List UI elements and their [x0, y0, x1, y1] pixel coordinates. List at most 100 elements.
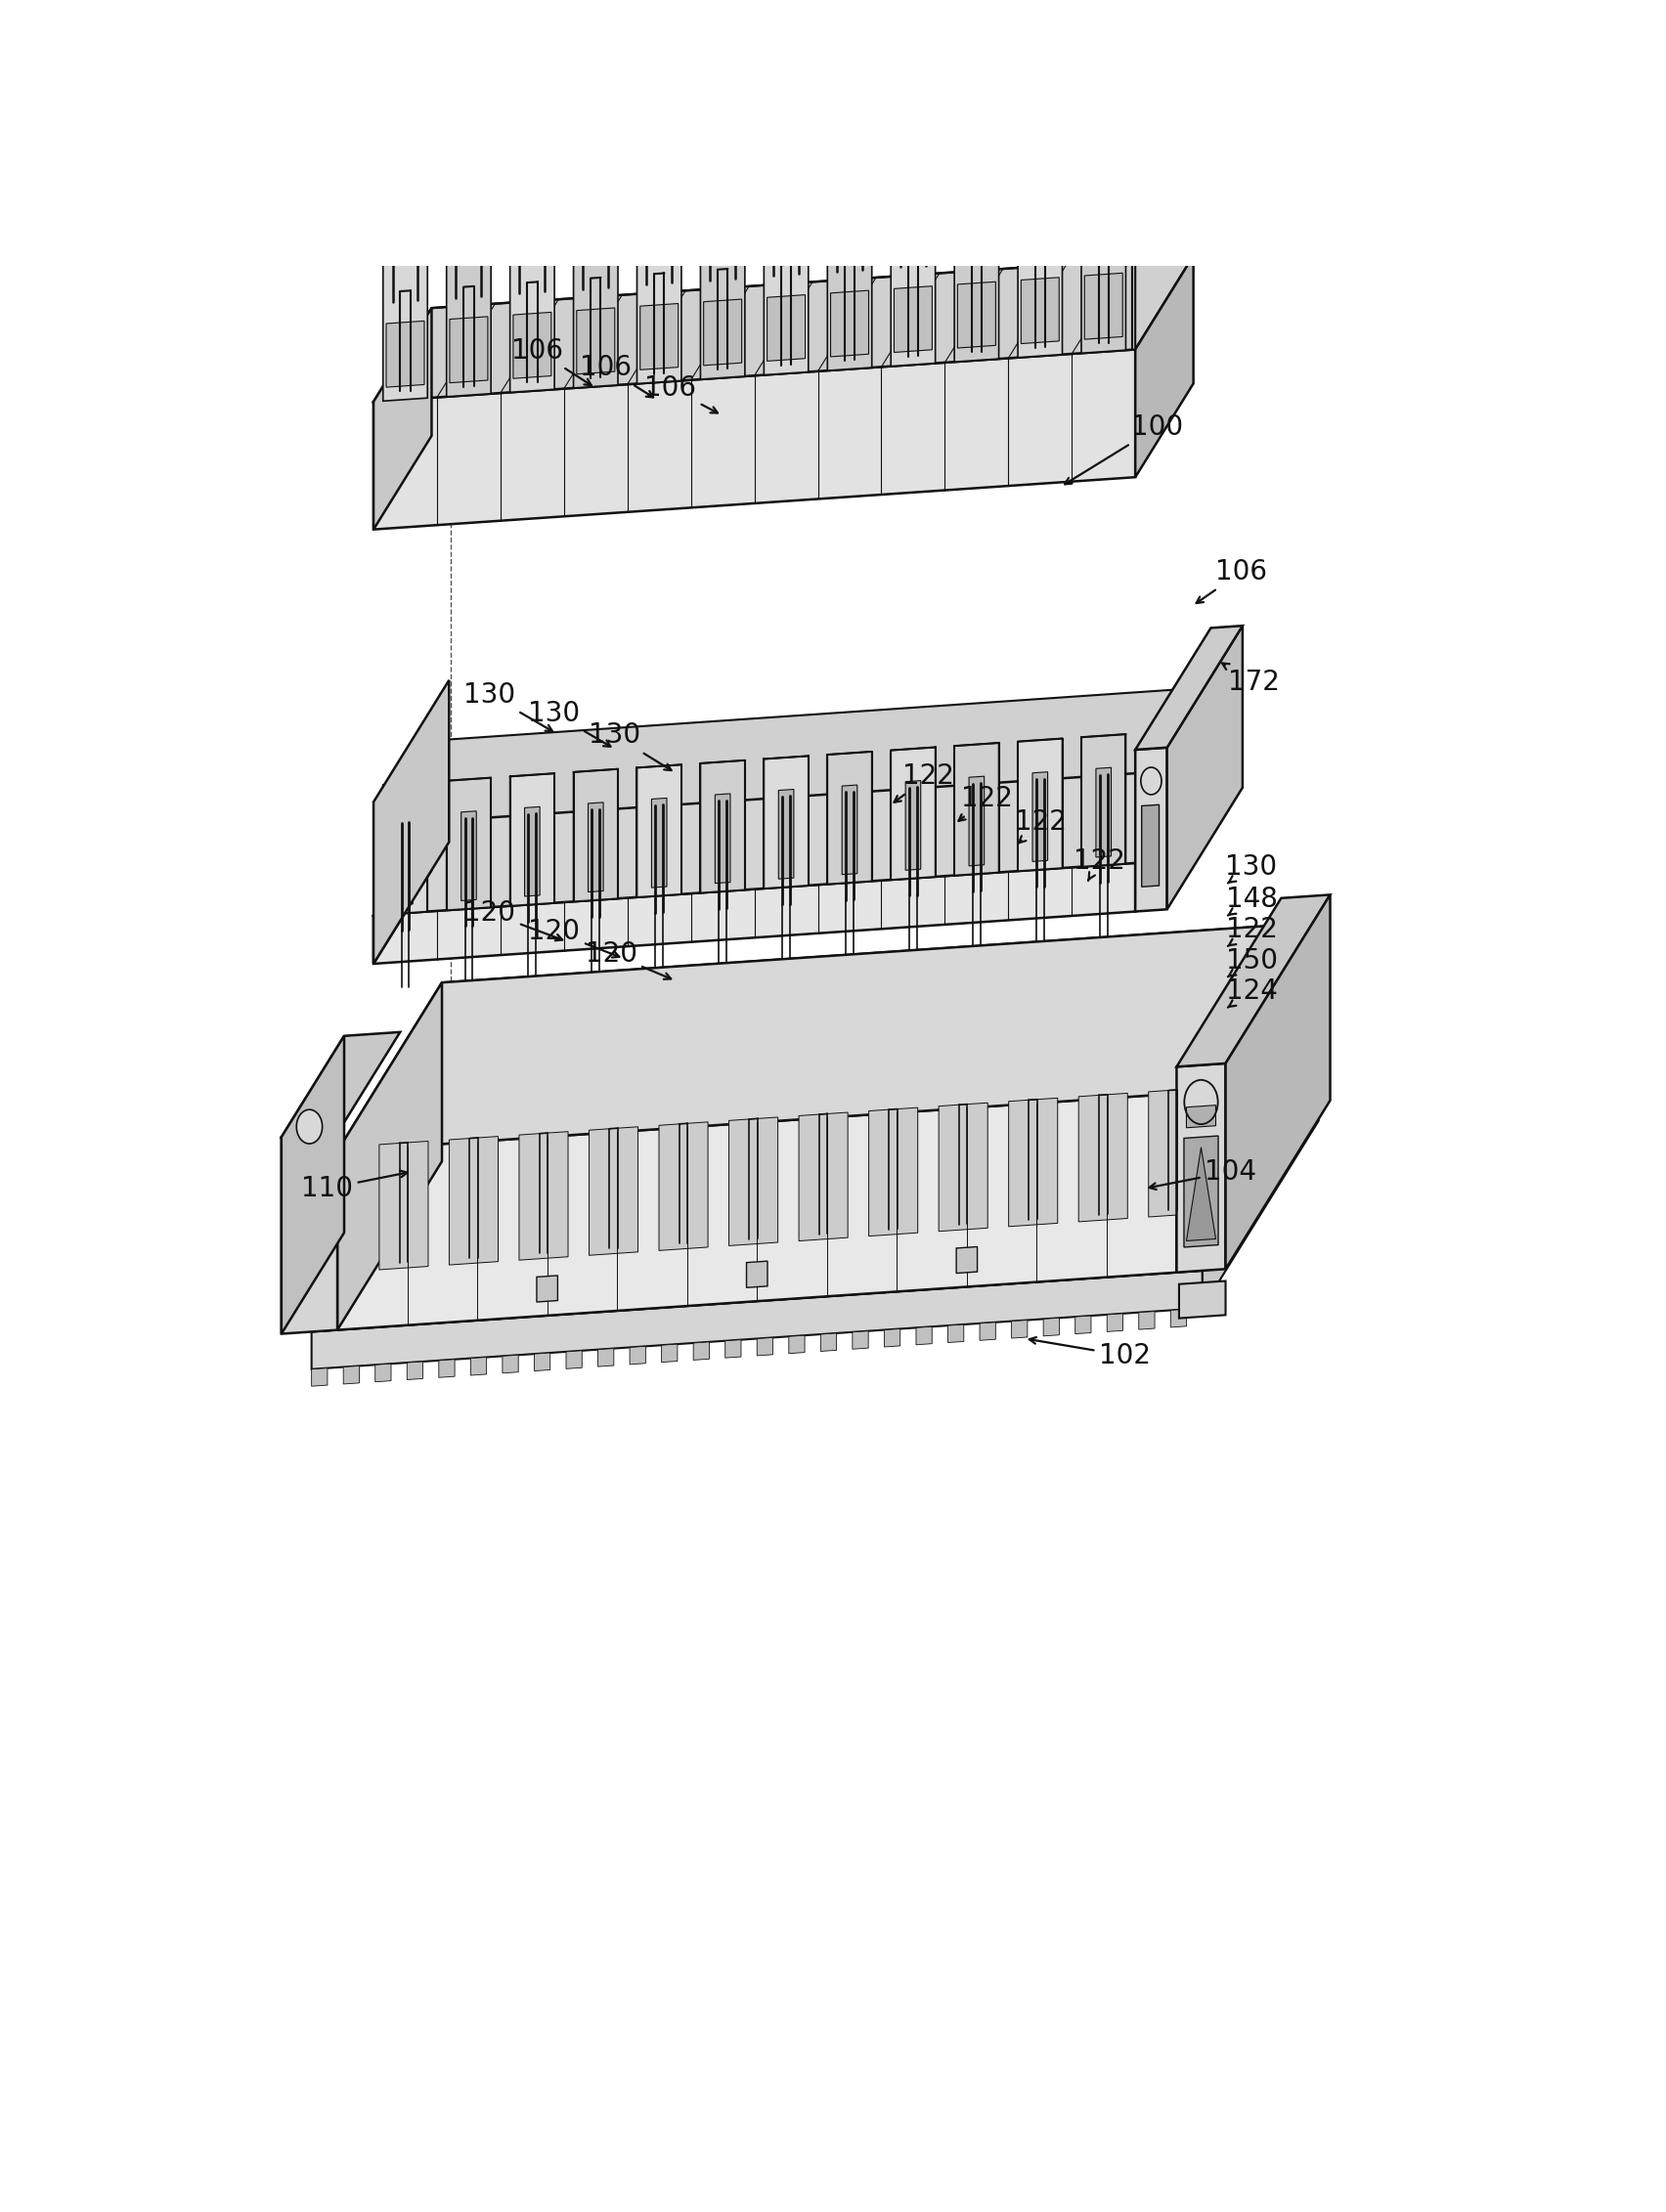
Polygon shape: [715, 794, 730, 883]
Polygon shape: [590, 1126, 638, 1256]
Polygon shape: [525, 807, 540, 896]
Text: 122: 122: [958, 785, 1013, 821]
Polygon shape: [338, 925, 1281, 1150]
Polygon shape: [756, 1338, 773, 1356]
Text: 130: 130: [463, 681, 553, 732]
Polygon shape: [1065, 1099, 1080, 1117]
Polygon shape: [683, 1126, 698, 1144]
Polygon shape: [1096, 768, 1111, 858]
Polygon shape: [1180, 1281, 1226, 1318]
Polygon shape: [948, 1325, 965, 1343]
Polygon shape: [1286, 1084, 1303, 1102]
Polygon shape: [963, 201, 991, 221]
Polygon shape: [450, 1137, 498, 1265]
Polygon shape: [1011, 1321, 1028, 1338]
Polygon shape: [1226, 894, 1329, 1270]
Polygon shape: [708, 219, 736, 239]
Polygon shape: [821, 1334, 836, 1352]
Polygon shape: [1185, 1135, 1218, 1248]
Polygon shape: [1171, 1310, 1186, 1327]
Text: 102: 102: [1030, 1338, 1151, 1369]
Polygon shape: [535, 1354, 550, 1371]
Polygon shape: [1033, 772, 1048, 860]
Polygon shape: [282, 1033, 400, 1137]
Polygon shape: [661, 1345, 678, 1363]
Polygon shape: [1128, 1095, 1143, 1113]
Polygon shape: [1075, 1316, 1091, 1334]
Polygon shape: [566, 1352, 581, 1369]
Polygon shape: [576, 307, 615, 374]
Polygon shape: [431, 688, 1193, 869]
Polygon shape: [765, 757, 808, 889]
Polygon shape: [916, 1327, 931, 1345]
Polygon shape: [831, 290, 868, 356]
Polygon shape: [1140, 1312, 1155, 1329]
Polygon shape: [373, 863, 1135, 964]
Polygon shape: [1081, 210, 1126, 354]
Polygon shape: [1186, 1148, 1216, 1241]
Polygon shape: [520, 1133, 568, 1261]
Polygon shape: [1135, 748, 1168, 911]
Polygon shape: [1176, 894, 1329, 1066]
Text: 130: 130: [1226, 854, 1278, 883]
Polygon shape: [343, 1367, 360, 1385]
Polygon shape: [373, 349, 1135, 529]
Polygon shape: [938, 1104, 988, 1232]
Polygon shape: [503, 1356, 518, 1374]
Polygon shape: [693, 1343, 710, 1360]
Polygon shape: [660, 1121, 708, 1250]
Text: 122: 122: [1226, 916, 1278, 947]
Polygon shape: [1168, 626, 1243, 909]
Polygon shape: [891, 223, 935, 367]
Polygon shape: [1223, 1088, 1240, 1106]
Polygon shape: [725, 1340, 741, 1358]
Polygon shape: [836, 210, 863, 230]
Polygon shape: [398, 816, 413, 905]
Polygon shape: [651, 799, 666, 887]
Polygon shape: [891, 748, 935, 880]
Polygon shape: [1135, 626, 1243, 750]
Polygon shape: [375, 1365, 392, 1382]
Polygon shape: [1021, 276, 1060, 343]
Polygon shape: [746, 1261, 768, 1287]
Polygon shape: [446, 252, 491, 396]
Polygon shape: [573, 243, 618, 387]
Polygon shape: [460, 1141, 475, 1159]
Polygon shape: [392, 241, 420, 261]
Polygon shape: [715, 1124, 730, 1141]
Text: 106: 106: [1196, 557, 1268, 604]
Polygon shape: [968, 1106, 985, 1124]
Polygon shape: [450, 316, 488, 383]
Polygon shape: [510, 248, 555, 392]
Polygon shape: [380, 1141, 428, 1270]
Polygon shape: [970, 776, 985, 865]
Text: 110: 110: [302, 1170, 407, 1203]
Polygon shape: [636, 765, 681, 898]
Polygon shape: [1141, 805, 1160, 887]
Polygon shape: [581, 228, 610, 248]
Polygon shape: [383, 257, 428, 400]
Polygon shape: [282, 1035, 345, 1334]
Text: 122: 122: [1015, 810, 1066, 843]
Polygon shape: [518, 232, 546, 252]
Text: 106: 106: [511, 336, 591, 385]
Polygon shape: [841, 785, 858, 874]
Polygon shape: [586, 1133, 603, 1150]
Polygon shape: [1033, 1102, 1048, 1119]
Polygon shape: [1018, 739, 1063, 872]
Polygon shape: [373, 770, 1193, 916]
Polygon shape: [373, 307, 431, 529]
Polygon shape: [446, 779, 491, 909]
Polygon shape: [373, 679, 450, 964]
Polygon shape: [407, 1363, 423, 1380]
Polygon shape: [383, 783, 428, 914]
Polygon shape: [746, 1121, 761, 1139]
Polygon shape: [873, 1113, 890, 1130]
Text: 122: 122: [1073, 847, 1125, 880]
Polygon shape: [868, 1108, 918, 1237]
Polygon shape: [766, 294, 805, 361]
Polygon shape: [1135, 257, 1193, 478]
Polygon shape: [312, 1367, 328, 1387]
Polygon shape: [853, 1332, 868, 1349]
Circle shape: [297, 1110, 322, 1144]
